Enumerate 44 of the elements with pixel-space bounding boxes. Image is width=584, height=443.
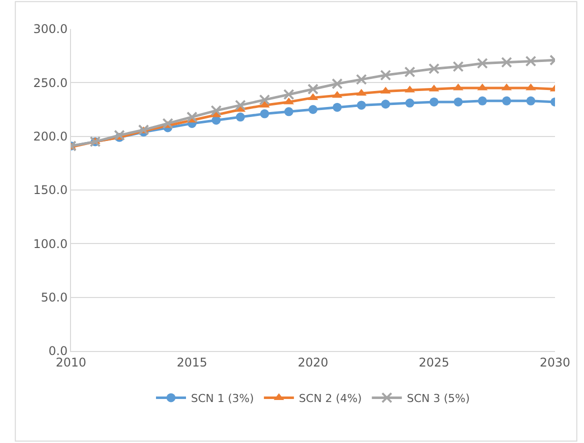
point (404, 66, 416, 78)
y-tick-label: 200.0 (33, 130, 68, 144)
point (428, 63, 440, 74)
point (332, 102, 342, 112)
x-tick-label: 2030 (540, 355, 570, 370)
point (526, 96, 536, 106)
point (525, 56, 536, 67)
point (501, 56, 512, 68)
y-tick-label: 300.0 (33, 22, 68, 36)
point (308, 105, 318, 114)
point (283, 88, 294, 100)
point (259, 94, 270, 106)
point (452, 61, 464, 72)
point (284, 97, 294, 104)
y-tick-label: 250.0 (33, 76, 68, 90)
point (284, 107, 294, 116)
point (502, 96, 512, 106)
point (260, 109, 270, 118)
x-tick-label: 2025 (418, 355, 450, 370)
point (308, 84, 318, 95)
point (356, 100, 366, 110)
point (478, 96, 487, 106)
point (430, 97, 438, 106)
point (162, 118, 174, 129)
point (234, 100, 246, 111)
point (405, 98, 414, 108)
point (114, 130, 125, 141)
x-tick-label: 2015 (176, 355, 208, 370)
point (332, 78, 343, 90)
point (356, 74, 367, 85)
point (476, 58, 488, 69)
legend-label: SCN 2 (4%) (298, 392, 362, 405)
y-tick-label: 150.0 (33, 183, 68, 198)
point (186, 112, 198, 123)
legend-label: SCN 3 (5%) (406, 392, 470, 405)
point (380, 70, 392, 81)
y-tick-label: 50.0 (40, 290, 68, 305)
point (236, 112, 245, 122)
point (381, 100, 390, 109)
legend-label: SCN 1 (3%) (191, 392, 254, 405)
y-tick-label: 100.0 (33, 236, 68, 251)
point (210, 105, 222, 116)
point (454, 97, 463, 106)
x-tick-label: 2020 (298, 355, 328, 370)
